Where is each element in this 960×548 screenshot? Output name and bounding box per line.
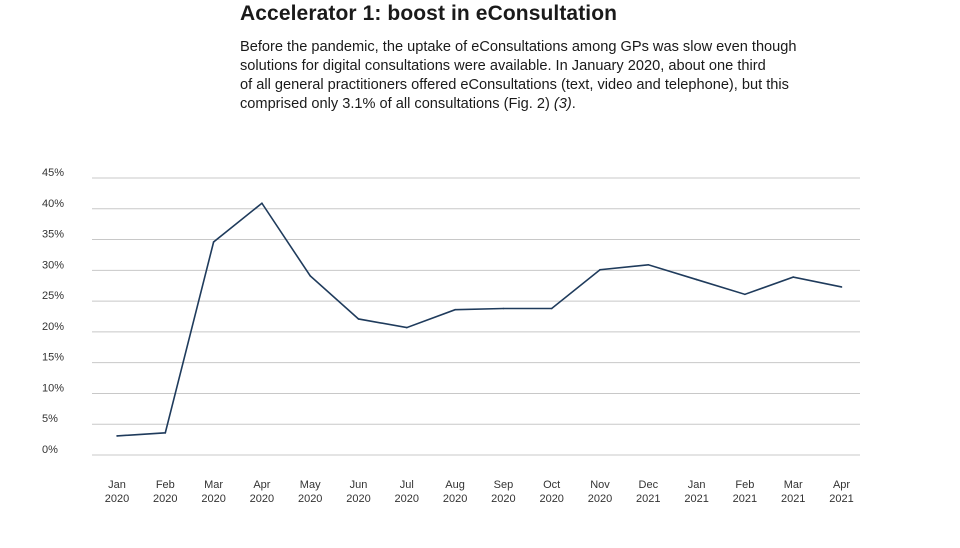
x-axis-ticks: Jan 2020 Feb 2020 Mar 2020 Apr 2020 May 2020 Jun 20…: [105, 479, 854, 505]
y-tick-label: 40%: [42, 198, 64, 210]
x-tick-label: Aug 2020: [443, 479, 467, 505]
y-tick-label: 25%: [42, 290, 64, 302]
data-point: [744, 293, 746, 296]
x-tick-label: Mar 2021: [781, 479, 805, 505]
data-point: [792, 276, 794, 278]
y-tick-label: 20%: [42, 321, 64, 333]
data-point: [164, 432, 167, 434]
data-point: [261, 202, 263, 205]
x-tick-label: Feb 2020: [153, 479, 177, 505]
y-axis-ticks: 0% 5% 10% 15% 20% 25% 30% 35% 40% 45%: [42, 167, 64, 456]
series-layer: [116, 202, 843, 437]
x-tick-label: Mar 2020: [201, 479, 225, 505]
data-point: [550, 307, 553, 310]
chart-title: Accelerator 1: boost in eConsultation: [240, 2, 618, 25]
reference-number: (3): [553, 96, 572, 112]
y-tick-label: 45%: [42, 167, 64, 179]
description-line-4-end: .: [571, 96, 576, 112]
data-point: [357, 318, 360, 320]
description-line-4: comprised only 3.1% of all consultations…: [240, 96, 554, 112]
x-tick-label: Dec 2021: [636, 479, 660, 505]
y-tick-label: 5%: [42, 413, 58, 425]
data-point: [406, 326, 408, 329]
y-tick-label: 10%: [42, 382, 64, 394]
data-point: [695, 278, 698, 281]
gridlines: [92, 177, 860, 456]
y-tick-label: 0%: [42, 444, 58, 456]
data-point: [309, 275, 312, 277]
data-point: [116, 435, 118, 437]
description-line-1: Before the pandemic, the uptake of eCons…: [240, 39, 797, 55]
y-tick-label: 30%: [42, 259, 64, 271]
y-tick-label: 35%: [42, 229, 64, 241]
y-tick-label: 15%: [42, 352, 64, 364]
x-tick-label: Nov 2020: [588, 479, 612, 505]
data-point: [647, 263, 650, 266]
data-point: [212, 241, 215, 243]
x-tick-label: Oct 2020: [539, 479, 563, 505]
data-point: [454, 308, 456, 311]
description-line-2: solutions for digital consultations were…: [240, 58, 766, 74]
x-tick-label: Jul 2020: [395, 479, 419, 505]
x-tick-label: Apr 2021: [829, 479, 853, 505]
line-chart: 0% 5% 10% 15% 20% 25% 30% 35% 40% 45% Jan 2020 Feb 2…: [42, 167, 860, 505]
x-tick-label: Jan 2021: [684, 479, 708, 505]
data-point: [599, 268, 601, 271]
series-line: [116, 202, 842, 437]
x-tick-label: Jan 2020: [105, 479, 129, 505]
data-point: [502, 307, 505, 310]
x-tick-label: Feb 2021: [733, 479, 757, 505]
x-tick-label: May 2020: [298, 479, 322, 505]
description-line-3: of all general practitioners offered eCo…: [240, 77, 789, 93]
data-point: [840, 286, 843, 288]
x-tick-label: Sep 2020: [491, 479, 515, 505]
x-tick-label: Apr 2020: [250, 479, 274, 505]
x-tick-label: Jun 2020: [346, 479, 370, 505]
description-paragraph: Before the pandemic, the uptake of eCons…: [240, 38, 890, 114]
